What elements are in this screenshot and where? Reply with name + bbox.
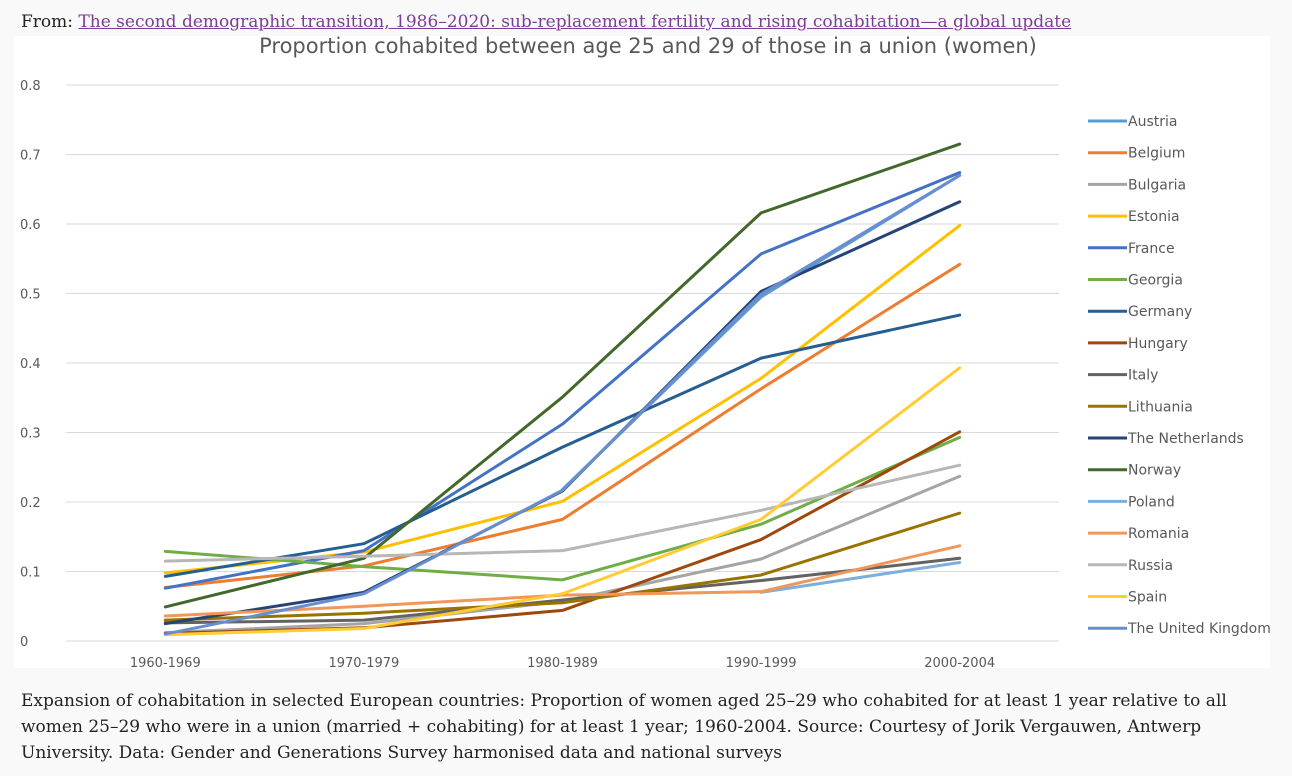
legend-label: The Netherlands [1127, 431, 1244, 447]
legend-label: Hungary [1128, 336, 1188, 352]
series-line-russia [163, 463, 962, 563]
legend: Austria Belgium Bulgaria Estonia France Georg… [1088, 114, 1270, 637]
legend-label: Spain [1128, 590, 1167, 606]
series-line-spain [163, 366, 962, 637]
source-article-line: From: The second demographic transition,… [21, 10, 1071, 34]
chart-panel: Proportion cohabited between age 25 and … [14, 36, 1270, 668]
y-tick-label: 0.2 [20, 496, 41, 511]
series-lines [163, 142, 962, 637]
y-tick-label: 0.6 [20, 218, 41, 233]
series-line-france [163, 171, 962, 590]
legend-label: Bulgaria [1128, 177, 1186, 193]
y-tick-label: 0.5 [20, 288, 41, 303]
legend-label: The United Kingdom [1127, 621, 1270, 637]
gridlines [66, 84, 1059, 642]
x-tick-label: 2000-2004 [924, 656, 995, 668]
y-axis-ticks: 0 0.1 0.2 0.3 0.4 0.5 0.6 0.7 0.8 [20, 79, 41, 650]
x-tick-label: 1970-1979 [328, 656, 399, 668]
y-tick-label: 0 [20, 635, 28, 650]
series-line-germany [163, 313, 962, 578]
legend-label: Italy [1128, 368, 1158, 384]
legend-label: Romania [1128, 526, 1189, 542]
legend-label: Poland [1128, 494, 1175, 510]
y-tick-label: 0.4 [20, 357, 41, 372]
x-tick-label: 1980-1989 [527, 656, 598, 668]
source-article-link[interactable]: The second demographic transition, 1986–… [78, 12, 1072, 32]
legend-label: Georgia [1128, 273, 1183, 289]
legend-label: Norway [1128, 463, 1181, 479]
legend-label: Russia [1128, 558, 1173, 574]
x-axis-ticks: 1960-1969 1970-1979 1980-1989 1990-1999 2000… [130, 656, 995, 668]
series-line-lithuania [163, 511, 962, 622]
series-line-austria [561, 173, 962, 491]
y-tick-label: 0.1 [20, 566, 41, 581]
legend-label: Germany [1128, 304, 1192, 320]
figure-caption: Expansion of cohabitation in selected Eu… [21, 691, 1227, 763]
legend-label: Austria [1128, 114, 1177, 130]
y-tick-label: 0.7 [20, 149, 41, 164]
series-line-italy [163, 556, 962, 625]
x-tick-label: 1990-1999 [726, 656, 797, 668]
legend-label: France [1128, 241, 1175, 257]
legend-label: Belgium [1128, 146, 1185, 162]
y-tick-label: 0.3 [20, 427, 41, 442]
legend-label: Estonia [1128, 209, 1180, 225]
series-line-the-united-kingdom [163, 173, 962, 636]
chart-title: Proportion cohabited between age 25 and … [259, 36, 1037, 58]
y-tick-label: 0.8 [20, 79, 41, 94]
legend-label: Lithuania [1128, 399, 1193, 415]
line-chart: Proportion cohabited between age 25 and … [20, 36, 1270, 668]
series-line-norway [163, 142, 962, 609]
x-tick-label: 1960-1969 [130, 656, 201, 668]
series-line-poland [759, 560, 962, 594]
from-prefix: From: [21, 12, 74, 32]
